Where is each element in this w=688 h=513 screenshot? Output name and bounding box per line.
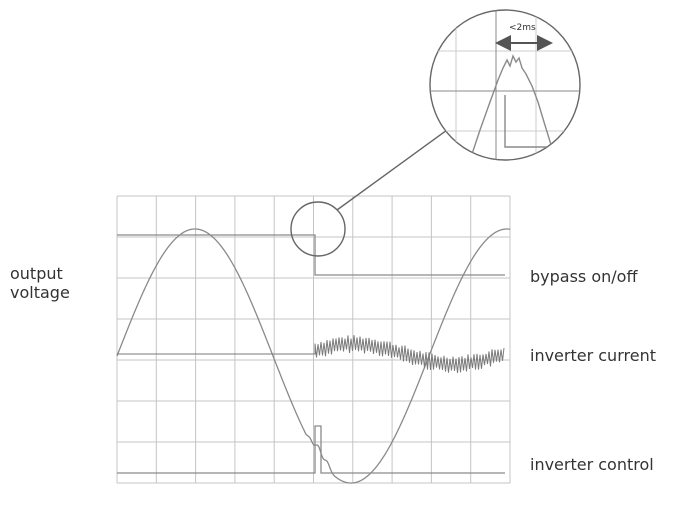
inverter-control-trace: [117, 425, 505, 474]
duration-label: <2ms: [509, 23, 536, 33]
highlight-circle: [290, 201, 346, 257]
output-voltage-trace: [116, 228, 511, 484]
inverter-control-label: inverter control: [530, 455, 654, 474]
inverter-current-trace: [117, 335, 505, 373]
zoom-control-step: [504, 95, 552, 148]
output-voltage-label: output voltage: [10, 264, 70, 302]
scope-grid: [116, 195, 511, 484]
zoom-voltage-peak-trace: [469, 54, 559, 160]
leader-line: [336, 121, 459, 211]
bypass-label: bypass on/off: [530, 267, 638, 286]
zoom-magnifier: <2ms: [429, 9, 581, 161]
bypass-trace: [117, 234, 505, 276]
output-voltage-label-line1: output: [10, 264, 63, 283]
inverter-current-label: inverter current: [530, 346, 656, 365]
output-voltage-label-line2: voltage: [10, 283, 70, 302]
